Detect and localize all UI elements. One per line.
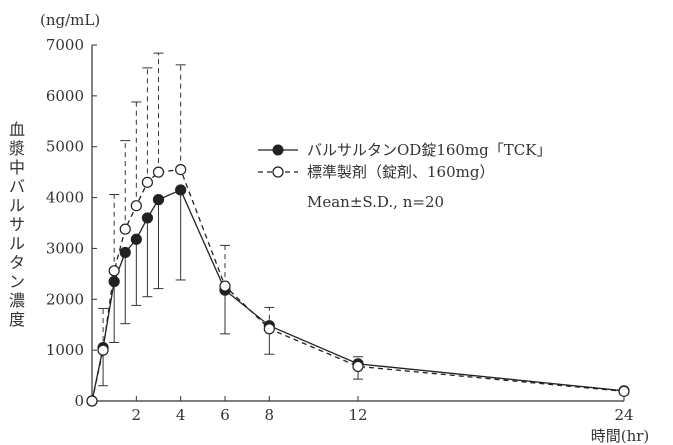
series-line-1 [91,189,625,402]
data-point-2 [141,176,154,188]
error-bars [98,52,629,395]
x-ticks: 2 4 6 8 12 24 [132,396,634,424]
data-point-2 [119,223,131,235]
data-point-2 [97,344,109,356]
legend-label-2: 標準製剤（錠剤、160mg） [307,163,494,181]
data-point-1 [108,275,120,288]
y-tick-label: 3000 [46,239,84,257]
stats-annotation: Mean±S.D., n=20 [307,193,444,211]
data-point-2 [618,385,630,397]
x-tick-label: 12 [348,406,367,424]
data-point-1 [130,233,142,245]
x-axis-title: 時間(hr) [591,427,650,445]
legend-marker-1 [272,144,284,156]
x-tick-label: 24 [614,406,633,424]
y-tick-label: 7000 [46,36,84,54]
x-tick-label: 2 [132,406,142,424]
y-tick-label: 5000 [46,138,84,156]
legend-marker-2 [272,166,284,178]
data-point-1 [152,194,165,206]
data-point-2 [108,265,120,277]
data-point-2 [130,200,142,212]
axes [91,45,624,402]
x-tick-label: 4 [176,406,186,424]
x-tick-label: 8 [265,406,275,424]
x-tick-label: 6 [220,406,230,424]
data-point-1 [119,246,131,259]
data-point-2 [175,164,187,176]
data-point-2 [86,395,98,407]
y-tick-label: 6000 [46,87,84,105]
y-tick-label: 0 [74,392,84,410]
y-tick-label: 2000 [46,290,84,308]
data-point-1 [175,184,187,196]
y-tick-label: 4000 [46,189,84,207]
data-point-2 [152,166,165,178]
y-unit-label: (ng/mL) [40,11,100,29]
data-point-1 [141,212,154,224]
y-axis-title: 血漿中バルサルタン濃度 [8,120,25,329]
legend-label-1: バルサルタンOD錠160mg「TCK」 [307,141,551,159]
legend: バルサルタンOD錠160mg「TCK」 標準製剤（錠剤、160mg） Mean±… [258,141,551,211]
data-point-2 [219,280,231,292]
y-ticks: 0 1000 2000 3000 4000 5000 6000 7000 [46,36,97,410]
data-point-2 [352,360,364,373]
data-point-2 [263,323,275,335]
y-tick-label: 1000 [46,341,84,359]
series-markers [86,164,630,407]
